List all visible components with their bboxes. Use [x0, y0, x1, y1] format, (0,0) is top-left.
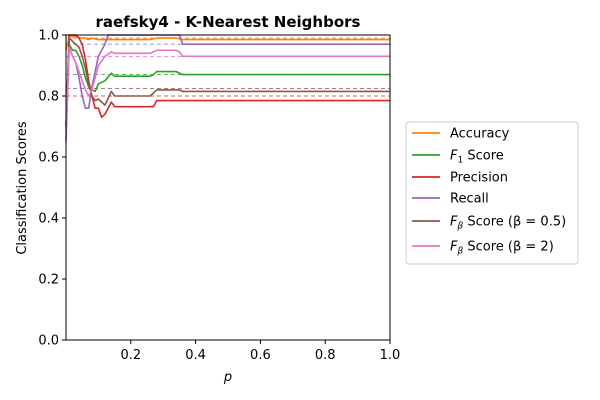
legend-label: Accuracy — [450, 127, 510, 142]
x-tick-label: 0.8 — [315, 348, 336, 363]
y-tick-label: 0.8 — [38, 90, 59, 105]
legend-items: Accuracy F1 Score Precision Recall Fβ Score … — [412, 127, 566, 257]
legend-frame — [405, 121, 579, 265]
x-tick-label: 0.4 — [185, 348, 206, 363]
x-axis: 0.2 0.4 0.6 0.8 1.0 — [120, 340, 400, 363]
x-tick-label: 0.2 — [120, 348, 141, 363]
series-line-5 — [65, 46, 390, 133]
y-tick-label: 0.2 — [38, 273, 59, 288]
legend: Accuracy F1 Score Precision Recall Fβ Score … — [405, 121, 579, 265]
y-tick-label: 0.4 — [38, 212, 59, 227]
plot-area — [65, 34, 391, 341]
x-tick-label: 0.6 — [250, 348, 271, 363]
y-tick-label: 0.0 — [38, 334, 59, 349]
legend-label: Recall — [450, 192, 489, 207]
y-tick-label: 1.0 — [38, 29, 59, 44]
series-line-1 — [65, 43, 390, 127]
legend-label: Precision — [450, 171, 508, 186]
legend-label: Fβ Score (β = 2) — [450, 240, 554, 257]
series-lines — [65, 34, 390, 142]
series-line-2 — [65, 34, 390, 127]
y-axis: 0.0 0.2 0.4 0.6 0.8 1.0 — [38, 29, 66, 349]
series-line-4 — [65, 37, 390, 127]
legend-label: Fβ Score (β = 0.5) — [450, 215, 566, 232]
y-tick-label: 0.6 — [38, 151, 59, 166]
series-line-0 — [65, 35, 390, 51]
chart-title: raefsky4 - K-Nearest Neighbors — [96, 13, 361, 31]
legend-label: F1 Score — [450, 149, 504, 166]
x-axis-label: p — [223, 370, 232, 385]
plot-frame — [65, 34, 391, 341]
x-tick-label: 1.0 — [380, 348, 401, 363]
y-axis-label: Classification Scores — [15, 121, 30, 255]
reference-lines — [66, 37, 390, 97]
